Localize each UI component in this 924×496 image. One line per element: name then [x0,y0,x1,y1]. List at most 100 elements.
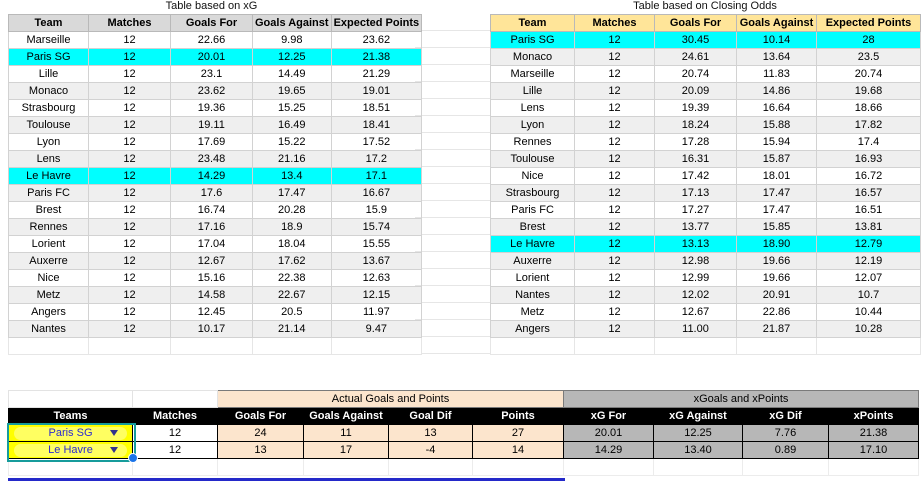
goals-for-cell[interactable]: 23.62 [170,82,253,100]
goals-for-cell[interactable]: 23.1 [170,65,253,83]
goals-against-cell[interactable]: 14.49 [252,65,332,83]
team-cell[interactable]: Lyon [8,133,89,151]
matches-cell[interactable]: 12 [574,252,655,270]
matches-cell[interactable]: 12 [574,133,655,151]
team-cell[interactable]: Brest [8,201,89,219]
empty-cell[interactable] [8,337,89,355]
odds-header-expected-points[interactable]: Expected Points [816,14,921,32]
goals-against-cell[interactable]: 18.90 [736,235,817,253]
empty-cell[interactable] [816,337,921,355]
actual-group-header[interactable]: Actual Goals and Points [217,390,564,408]
matches-cell[interactable]: 12 [574,31,655,49]
goals-against-cell[interactable]: 20.5 [252,303,332,321]
expected-points-cell[interactable]: 21.38 [330,48,423,66]
matches-cell[interactable]: 12 [574,201,655,219]
matches-cell[interactable]: 12 [574,235,655,253]
goals-against-cell[interactable]: 22.67 [252,286,332,304]
xg-against-cell[interactable]: 13.40 [653,441,743,459]
goals-for-cell[interactable]: 14.58 [170,286,253,304]
goals-against-cell[interactable]: 16.49 [252,116,332,134]
team-cell[interactable]: Lens [490,99,575,117]
expected-points-cell[interactable]: 12.63 [330,269,423,287]
goal-dif-cell[interactable]: -4 [388,441,473,459]
goals-for-cell[interactable]: 17.6 [170,184,253,202]
goals-for-cell[interactable]: 19.11 [170,116,253,134]
matches-cell[interactable]: 12 [574,320,655,338]
xg-header-expected-points[interactable]: Expected Points [330,14,423,32]
matches-cell[interactable]: 12 [574,99,655,117]
goals-for-cell[interactable]: 19.36 [170,99,253,117]
matches-cell[interactable]: 12 [574,48,655,66]
goals-for-cell[interactable]: 17.27 [654,201,737,219]
goals-against-cell[interactable]: 17.47 [736,184,817,202]
header-goals-for[interactable]: Goals For [217,407,304,425]
team-cell[interactable]: Lorient [490,269,575,287]
matches-cell[interactable]: 12 [132,441,218,459]
matches-cell[interactable]: 12 [88,218,171,236]
empty-cell[interactable] [8,458,133,476]
goals-for-cell[interactable]: 19.39 [654,99,737,117]
matches-cell[interactable]: 12 [88,31,171,49]
expected-points-cell[interactable]: 16.51 [816,201,921,219]
team-cell[interactable]: Marseille [8,31,89,49]
goals-against-cell[interactable]: 17.47 [736,201,817,219]
team-cell[interactable]: Nantes [490,286,575,304]
goals-against-cell[interactable]: 20.91 [736,286,817,304]
matches-cell[interactable]: 12 [574,286,655,304]
xg-dif-cell[interactable]: 0.89 [742,441,829,459]
expected-points-cell[interactable]: 16.93 [816,150,921,168]
expected-points-cell[interactable]: 16.67 [330,184,423,202]
goals-against-cell[interactable]: 15.94 [736,133,817,151]
goals-against-cell[interactable]: 17.62 [252,252,332,270]
expected-points-cell[interactable]: 19.01 [330,82,423,100]
expected-points-cell[interactable]: 18.51 [330,99,423,117]
points-cell[interactable]: 27 [472,424,564,442]
team-cell[interactable]: Metz [490,303,575,321]
odds-header-team[interactable]: Team [490,14,575,32]
goals-for-cell[interactable]: 20.74 [654,65,737,83]
goals-against-cell[interactable]: 13.4 [252,167,332,185]
goals-for-cell[interactable]: 24.61 [654,48,737,66]
expected-points-cell[interactable]: 17.82 [816,116,921,134]
empty-cell[interactable] [653,458,743,476]
empty-cell[interactable] [828,458,919,476]
odds-header-goals-against[interactable]: Goals Against [736,14,817,32]
team-cell[interactable]: Nantes [8,320,89,338]
team-cell[interactable]: Monaco [8,82,89,100]
expected-points-cell[interactable]: 21.29 [330,65,423,83]
expected-points-cell[interactable]: 16.72 [816,167,921,185]
expected-points-cell[interactable]: 13.67 [330,252,423,270]
team-dropdown-chip[interactable]: Le Havre [14,443,127,457]
team-cell[interactable]: Rennes [490,133,575,151]
xg-dif-cell[interactable]: 7.76 [742,424,829,442]
goal-dif-cell[interactable]: 13 [388,424,473,442]
goals-for-cell[interactable]: 17.13 [654,184,737,202]
empty-cell[interactable] [170,337,253,355]
matches-cell[interactable]: 12 [574,303,655,321]
xg-header-goals-against[interactable]: Goals Against [252,14,332,32]
goals-for-cell[interactable]: 12.98 [654,252,737,270]
empty-cell[interactable] [388,458,473,476]
goals-for-cell[interactable]: 12.02 [654,286,737,304]
empty-cell[interactable] [490,337,575,355]
expected-points-cell[interactable]: 16.57 [816,184,921,202]
xpoints-cell[interactable]: 17.10 [828,441,919,459]
matches-cell[interactable]: 12 [88,65,171,83]
goals-for-cell[interactable]: 22.66 [170,31,253,49]
expected-points-cell[interactable]: 23.5 [816,48,921,66]
goals-for-cell[interactable]: 10.17 [170,320,253,338]
matches-cell[interactable]: 12 [574,184,655,202]
matches-cell[interactable]: 12 [88,303,171,321]
chevron-down-icon[interactable] [110,446,118,453]
goals-against-cell[interactable]: 17.47 [252,184,332,202]
matches-cell[interactable]: 12 [574,65,655,83]
goals-against-cell[interactable]: 18.04 [252,235,332,253]
team-cell[interactable]: Lille [490,82,575,100]
matches-cell[interactable]: 12 [574,150,655,168]
team-cell[interactable]: Monaco [490,48,575,66]
matches-cell[interactable]: 12 [88,201,171,219]
goals-for-cell[interactable]: 18.24 [654,116,737,134]
empty-cell[interactable] [654,337,737,355]
goals-for-cell[interactable]: 16.31 [654,150,737,168]
empty-cell[interactable] [742,458,829,476]
